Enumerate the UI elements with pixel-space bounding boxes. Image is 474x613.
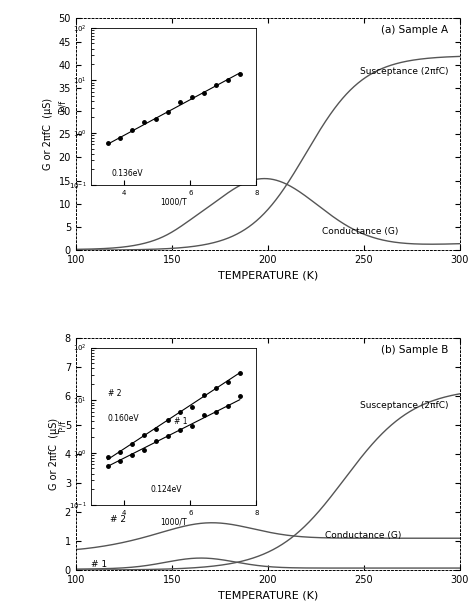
Text: Conductance (G): Conductance (G) [325,531,402,540]
Text: Susceptance (2πfC): Susceptance (2πfC) [360,401,448,410]
Text: (b) Sample B: (b) Sample B [381,345,448,356]
Text: # 1: # 1 [91,560,107,569]
Text: # 2: # 2 [110,516,127,524]
Y-axis label: G or 2πfC  (μS): G or 2πfC (μS) [49,418,59,490]
Y-axis label: G or 2πfC  (μS): G or 2πfC (μS) [43,98,53,170]
Text: Conductance (G): Conductance (G) [321,227,398,236]
X-axis label: TEMPERATURE (K): TEMPERATURE (K) [218,590,318,601]
Text: (a) Sample A: (a) Sample A [381,25,448,36]
Text: Susceptance (2πfC): Susceptance (2πfC) [360,67,448,76]
X-axis label: TEMPERATURE (K): TEMPERATURE (K) [218,270,318,281]
